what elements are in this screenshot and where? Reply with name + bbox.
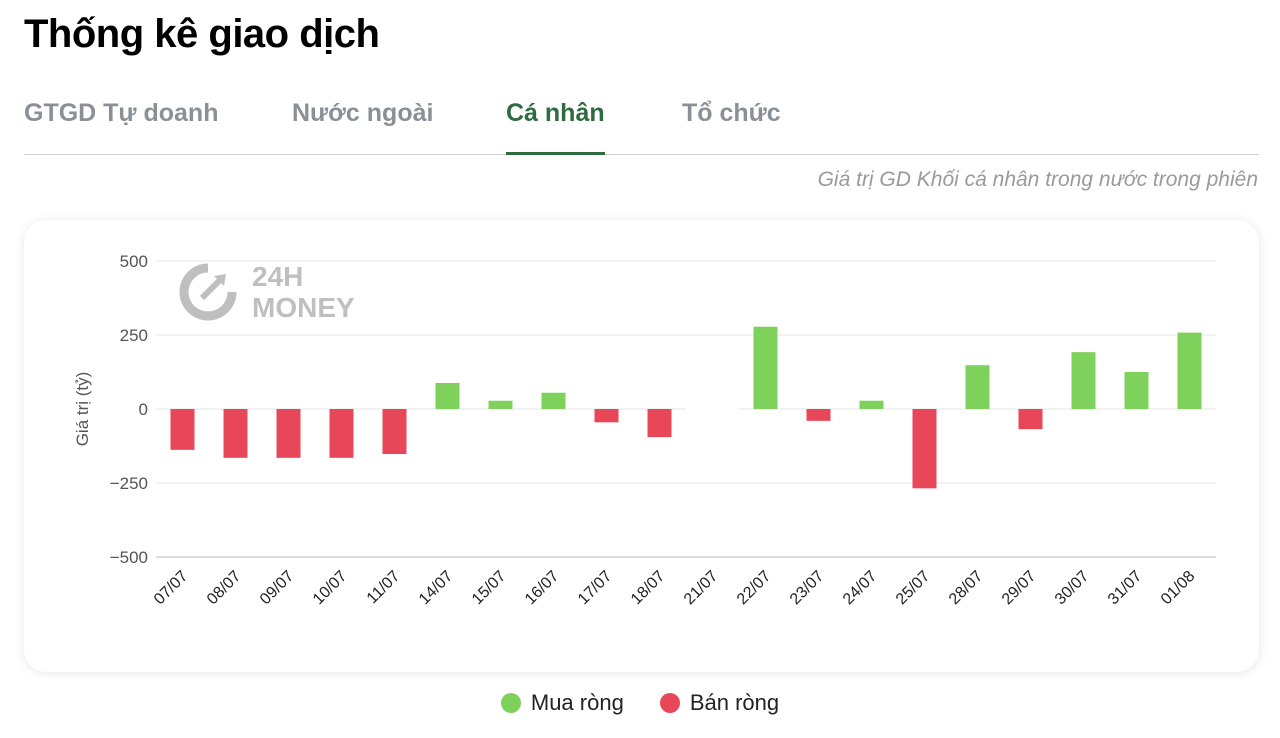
x-tick-label: 16/07 — [522, 568, 562, 608]
bar-23-07[interactable] — [806, 409, 831, 421]
bar-25-07[interactable] — [912, 409, 937, 489]
x-tick-label: 10/07 — [310, 568, 350, 608]
bar-30-07[interactable] — [1071, 352, 1096, 409]
bar-09-07[interactable] — [276, 409, 301, 458]
watermark-line2: MONEY — [252, 292, 355, 323]
y-tick-label: −500 — [110, 548, 148, 567]
bar-24-07[interactable] — [859, 400, 884, 409]
bar-28-07[interactable] — [965, 365, 990, 409]
x-tick-label: 08/07 — [204, 568, 244, 608]
x-tick-label: 30/07 — [1052, 568, 1092, 608]
x-tick-label: 31/07 — [1105, 568, 1145, 608]
chart-legend: Mua ròng Bán ròng — [0, 688, 1280, 718]
bar-15-07[interactable] — [488, 400, 513, 409]
x-tick-label: 11/07 — [364, 568, 404, 608]
bar-14-07[interactable] — [435, 382, 460, 409]
chart-card: 24H MONEY 500 250 0 −250 −500 Giá trị (tỷ) 07/… — [24, 220, 1259, 672]
chart-subtitle: Giá trị GD Khối cá nhân trong nước trong… — [817, 168, 1258, 191]
bar-16-07[interactable] — [541, 392, 566, 409]
legend-dot-green — [500, 693, 521, 713]
legend-item-mua-rong[interactable]: Mua ròng — [500, 690, 624, 716]
legend-label: Mua ròng — [530, 690, 624, 715]
x-tick-label: 23/07 — [787, 568, 827, 608]
watermark-line1: 24H — [252, 261, 303, 292]
x-tick-label: 17/07 — [575, 568, 615, 608]
bar-29-07[interactable] — [1018, 409, 1043, 430]
bar-01-08[interactable] — [1177, 332, 1202, 409]
money-logo-icon — [179, 262, 240, 321]
x-tick-label: 22/07 — [734, 568, 774, 608]
x-tick-label: 07/07 — [151, 568, 191, 608]
bar-chart: 24H MONEY 500 250 0 −250 −500 Giá trị (tỷ) 07/… — [73, 252, 1216, 608]
x-tick-label: 09/07 — [257, 568, 297, 608]
legend-label: Bán ròng — [689, 690, 780, 715]
tab-bar: GTGD Tự doanh Nước ngoài Cá nhân Tổ chức — [24, 94, 1259, 155]
bar-17-07[interactable] — [594, 409, 619, 423]
y-tick-label: 0 — [139, 400, 148, 419]
x-tick-label: 21/07 — [681, 568, 721, 608]
x-tick-label: 29/07 — [999, 568, 1039, 608]
x-tick-label: 18/07 — [628, 568, 668, 608]
tab-gtgd-tu-doanh[interactable]: GTGD Tự doanh — [24, 99, 219, 127]
bar-07-07[interactable] — [170, 409, 195, 450]
x-tick-label: 14/07 — [416, 568, 456, 608]
legend-item-ban-rong[interactable]: Bán ròng — [659, 690, 780, 716]
bar-22-07[interactable] — [753, 326, 778, 409]
x-tick-label: 28/07 — [946, 568, 986, 608]
bar-11-07[interactable] — [382, 409, 407, 454]
tab-ca-nhan[interactable]: Cá nhân — [506, 94, 605, 155]
watermark-logo: 24H MONEY — [179, 261, 355, 323]
bar-31-07[interactable] — [1124, 372, 1149, 409]
x-tick-label: 24/07 — [840, 568, 880, 608]
bar-10-07[interactable] — [329, 409, 354, 458]
x-tick-label: 15/07 — [469, 568, 509, 608]
x-tick-label: 25/07 — [893, 568, 933, 608]
y-tick-label: 250 — [120, 326, 148, 345]
legend-dot-red — [659, 693, 680, 713]
y-tick-label: −250 — [110, 474, 148, 493]
tab-nuoc-ngoai[interactable]: Nước ngoài — [292, 99, 434, 127]
bar-18-07[interactable] — [647, 409, 672, 438]
y-tick-label: 500 — [120, 252, 148, 271]
x-tick-label: 01/08 — [1158, 568, 1198, 608]
y-axis-label: Giá trị (tỷ) — [73, 372, 92, 447]
bar-08-07[interactable] — [223, 409, 248, 458]
zero-line-gap — [686, 408, 739, 410]
page-title: Thống kê giao dịch — [24, 12, 380, 56]
tab-to-chuc[interactable]: Tổ chức — [682, 99, 781, 127]
